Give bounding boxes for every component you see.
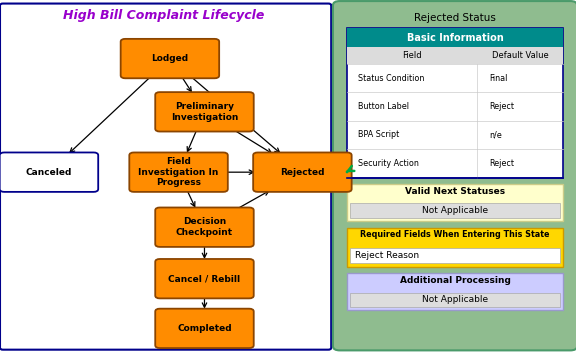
FancyBboxPatch shape <box>347 28 563 178</box>
Text: Preliminary
Investigation: Preliminary Investigation <box>171 102 238 121</box>
Text: BPA Script: BPA Script <box>358 130 399 140</box>
Text: Decision
Checkpoint: Decision Checkpoint <box>176 218 233 237</box>
FancyBboxPatch shape <box>120 39 219 78</box>
FancyBboxPatch shape <box>347 273 563 310</box>
FancyBboxPatch shape <box>347 47 563 64</box>
FancyBboxPatch shape <box>350 248 560 263</box>
Text: Default Value: Default Value <box>492 51 548 60</box>
FancyBboxPatch shape <box>155 92 253 131</box>
Text: Rejected: Rejected <box>280 168 325 177</box>
Text: High Bill Complaint Lifecycle: High Bill Complaint Lifecycle <box>63 9 265 22</box>
FancyBboxPatch shape <box>155 308 253 348</box>
FancyBboxPatch shape <box>0 153 98 192</box>
FancyBboxPatch shape <box>347 228 563 267</box>
Text: Canceled: Canceled <box>26 168 72 177</box>
Text: Final: Final <box>490 73 508 83</box>
Text: Additional Processing: Additional Processing <box>400 276 510 285</box>
Text: Reject: Reject <box>490 159 515 168</box>
Text: Reject Reason: Reject Reason <box>355 251 419 260</box>
Text: n/e: n/e <box>490 130 502 140</box>
Text: Reject: Reject <box>490 102 515 111</box>
FancyBboxPatch shape <box>347 184 563 221</box>
FancyBboxPatch shape <box>155 259 253 298</box>
Text: Valid Next Statuses: Valid Next Statuses <box>405 187 505 196</box>
Text: Lodged: Lodged <box>151 54 188 63</box>
Text: Completed: Completed <box>177 324 232 333</box>
FancyBboxPatch shape <box>347 28 563 47</box>
Text: Rejected Status: Rejected Status <box>414 13 496 23</box>
FancyBboxPatch shape <box>0 4 331 350</box>
FancyBboxPatch shape <box>253 153 351 192</box>
FancyBboxPatch shape <box>333 1 576 350</box>
Text: Cancel / Rebill: Cancel / Rebill <box>168 274 241 283</box>
Text: Field: Field <box>402 51 422 60</box>
FancyBboxPatch shape <box>350 203 560 218</box>
FancyBboxPatch shape <box>155 207 253 247</box>
Text: Basic Information: Basic Information <box>407 33 503 43</box>
Text: Required Fields When Entering This State: Required Fields When Entering This State <box>361 230 550 239</box>
Text: Status Condition: Status Condition <box>358 73 424 83</box>
Text: Not Applicable: Not Applicable <box>422 295 488 304</box>
Text: Button Label: Button Label <box>358 102 408 111</box>
Text: Not Applicable: Not Applicable <box>422 206 488 215</box>
FancyBboxPatch shape <box>350 293 560 307</box>
Text: Field
Investigation In
Progress: Field Investigation In Progress <box>138 157 219 187</box>
Text: Security Action: Security Action <box>358 159 418 168</box>
FancyBboxPatch shape <box>129 153 228 192</box>
